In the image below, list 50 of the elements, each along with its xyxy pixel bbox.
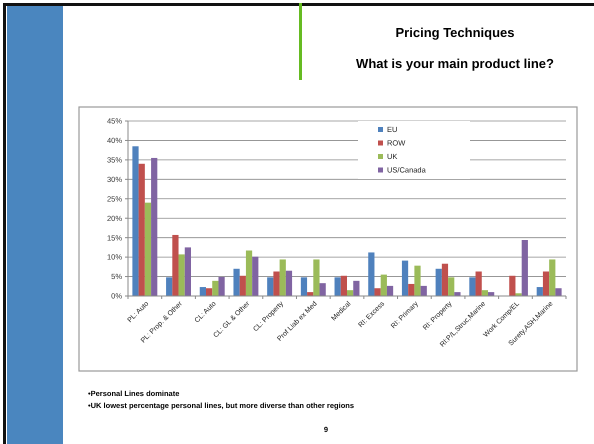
bar (482, 290, 488, 296)
bar (200, 287, 206, 296)
bar (151, 158, 158, 296)
bar (536, 287, 543, 296)
bar (509, 276, 516, 296)
bar (252, 256, 258, 296)
bar (320, 283, 326, 296)
bar (280, 259, 286, 296)
bar (374, 288, 381, 296)
chart-title: Pricing Techniques (396, 25, 514, 40)
bar (144, 202, 152, 296)
bar (549, 259, 556, 296)
bar (380, 274, 387, 296)
chart-subtitle: What is your main product line? (356, 56, 554, 71)
bar (347, 290, 354, 296)
bar (273, 272, 280, 296)
bar (313, 259, 320, 296)
bar (246, 250, 252, 296)
bar (286, 270, 292, 296)
bar (555, 288, 562, 296)
bar (240, 276, 246, 296)
bar (522, 240, 528, 296)
bar (184, 247, 192, 296)
bar (436, 268, 442, 296)
bar (300, 277, 308, 296)
bar (132, 146, 139, 296)
bar (386, 286, 394, 296)
bar (414, 266, 421, 296)
bar (542, 272, 550, 296)
bar (218, 276, 225, 296)
bar (368, 252, 374, 296)
bar (172, 234, 179, 296)
bar (307, 292, 314, 296)
bar (138, 164, 145, 296)
bar (340, 276, 347, 296)
bar (334, 277, 341, 296)
bar (442, 264, 448, 296)
bar (402, 260, 408, 296)
bar (469, 277, 476, 296)
bar (212, 280, 218, 296)
bar (353, 280, 360, 296)
bar (166, 277, 172, 296)
bar (206, 288, 212, 296)
bar (448, 277, 454, 296)
bar (233, 268, 240, 296)
bar (408, 284, 414, 296)
bar (476, 272, 482, 296)
bar (420, 286, 427, 296)
bar (267, 277, 274, 296)
bar (178, 254, 185, 296)
